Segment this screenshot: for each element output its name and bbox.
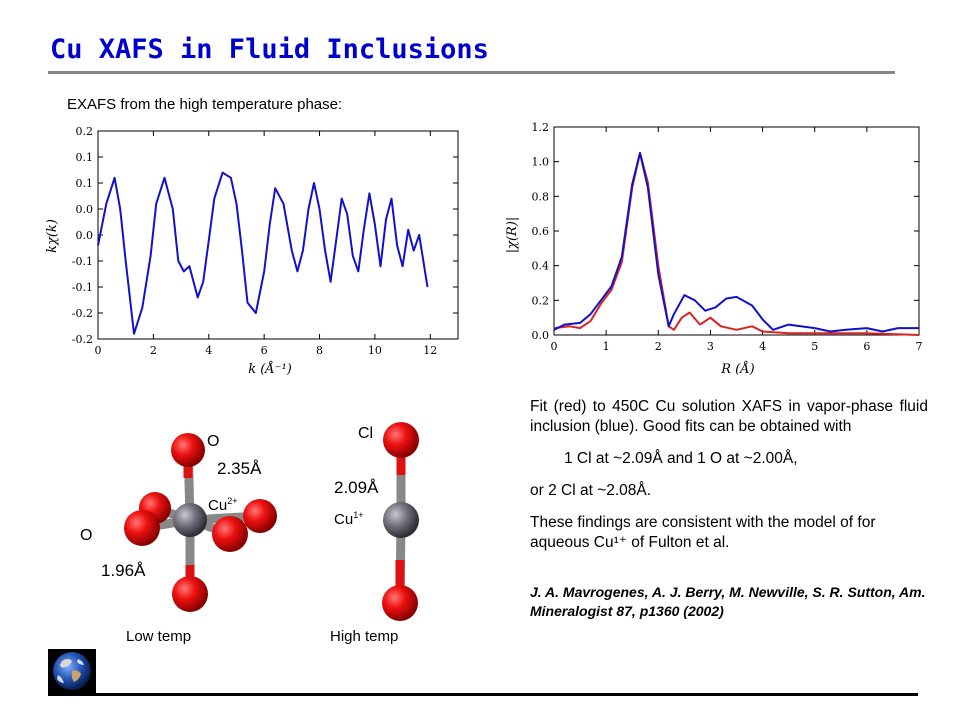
earth-logo-icon [48,649,96,693]
title-divider [48,71,895,74]
caption-high-temp: High temp [330,628,399,645]
y-tick-label: 0.0 [76,229,94,242]
chart-rspace: 1.2 1.0 0.8 0.6 0.4 0.2 0.0 0 1 2 3 4 5 6 7 R (Å) |χ(… [505,121,923,377]
series-line-0 [97,171,429,335]
oxygen-atom [171,433,205,467]
label-high-distance: 2.09Å [334,478,379,497]
y-tick-label: 0.6 [532,225,550,238]
chart-kspace-ylabel: kχ(k) [45,219,60,253]
x-tick-label: 0 [551,340,558,353]
oxygen-atom [124,510,160,546]
chart-kspace-xlabel: k (Å⁻¹) [248,361,292,377]
chart-kspace-series [97,171,429,335]
x-tick-label: 10 [368,344,382,357]
y-tick-label: 0.4 [532,260,550,273]
y-tick-label: 1.0 [532,156,550,169]
chart-kspace-yticks: 0.2 0.1 0.1 0.0 0.0 -0.1 -0.1 -0.2 -0.2 [72,125,458,346]
y-tick-label: 0.1 [76,177,94,190]
label-low-top-atom: O [207,433,220,450]
y-tick-label: 0.0 [532,329,550,342]
chart-rspace-frame [553,126,920,336]
label-low-long-distance: 2.35Å [217,459,262,478]
description-option-1: 1 Cl at ~2.09Å and 1 O at ~2.00Å, [564,450,798,467]
x-tick-label: 5 [811,340,818,353]
molecule-low-temp [124,433,277,612]
oxygen-atom [243,499,277,533]
chart-rspace-xticks: 0 1 2 3 4 5 6 7 [551,127,923,353]
series-line-0 [553,152,920,336]
copper-atom [173,503,207,537]
oxygen-atom [172,576,208,612]
r-plot-frame [553,126,920,336]
x-tick-label: 4 [759,340,766,353]
x-tick-label: 2 [655,340,662,353]
y-tick-label: -0.2 [72,333,93,346]
y-tick-label: 0.8 [532,190,550,203]
chart-rspace-yticks: 1.2 1.0 0.8 0.6 0.4 0.2 0.0 [532,121,919,342]
label-high-center-charge: 1+ [353,510,364,520]
chart-rspace-ylabel: |χ(R)| [505,217,520,254]
description-block: Fit (red) to 450C Cu solution XAFS in va… [530,397,928,633]
chart-kspace: 0.2 0.1 0.1 0.0 0.0 -0.1 -0.1 -0.2 -0.2 0 2 4 6 8 10 1… [45,125,459,377]
caption-low-temp: Low temp [126,628,192,645]
label-low-center: Cu2+ [208,496,237,514]
y-tick-label: -0.1 [72,255,93,268]
x-tick-label: 0 [95,344,102,357]
x-tick-label: 2 [150,344,157,357]
x-tick-label: 6 [863,340,870,353]
chart-rspace-series [553,152,920,336]
description-fit: Fit (red) to 450C Cu solution XAFS in va… [530,398,928,435]
y-tick-label: 0.1 [76,151,94,164]
label-low-center-charge: 2+ [227,496,238,506]
y-tick-label: 1.2 [532,121,550,134]
x-tick-label: 6 [261,344,268,357]
reference: J. A. Mavrogenes, A. J. Berry, M. Newvil… [530,584,926,619]
y-tick-label: 0.0 [76,203,94,216]
label-high-center: Cu1+ [334,510,363,528]
x-tick-label: 8 [316,344,323,357]
series-line-1 [553,152,919,333]
x-tick-label: 12 [423,344,437,357]
x-tick-label: 7 [916,340,923,353]
x-tick-label: 1 [603,340,610,353]
label-high-top-atom: Cl [358,425,374,442]
copper-atom [383,502,419,538]
footer-divider [48,693,918,696]
subtitle: EXAFS from the high temperature phase: [67,96,343,113]
label-low-center-symbol: Cu [208,497,228,514]
y-tick-label: -0.2 [72,307,93,320]
page-title: Cu XAFS in Fluid Inclusions [50,34,489,65]
oxygen-atom [212,516,248,552]
x-tick-label: 3 [707,340,714,353]
chlorine-atom [383,422,419,458]
chart-kspace-xticks: 0 2 4 6 8 10 12 [95,131,437,357]
y-tick-label: 0.2 [532,294,550,307]
x-tick-label: 4 [205,344,212,357]
molecule-high-temp [382,422,419,621]
chart-rspace-xlabel: R (Å) [720,361,754,377]
label-low-short-distance: 1.96Å [101,561,146,580]
oxygen-atom [382,585,418,621]
y-tick-label: 0.2 [76,125,94,138]
label-high-center-symbol: Cu [334,511,354,528]
description-option-2: or 2 Cl at ~2.08Å. [530,482,652,499]
y-tick-label: -0.1 [72,281,93,294]
label-low-left-atom: O [80,527,93,544]
description-conclusion: These findings are consistent with the m… [530,514,876,551]
